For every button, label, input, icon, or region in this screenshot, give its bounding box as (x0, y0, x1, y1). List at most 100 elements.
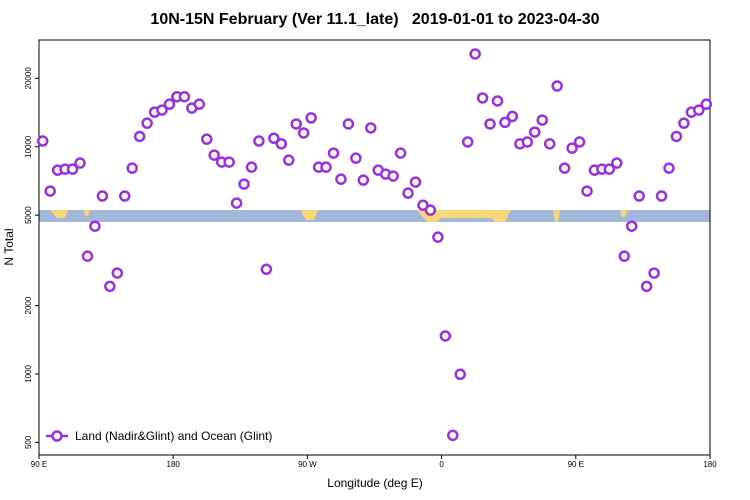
data-point (663, 162, 675, 174)
data-point (566, 142, 578, 154)
y-tick-label: 10000 (24, 135, 33, 158)
data-point (283, 154, 295, 166)
plot-frame (38, 39, 711, 456)
data-point (439, 330, 452, 342)
data-point (74, 157, 86, 169)
data-point (670, 130, 683, 143)
data-point (193, 98, 206, 110)
data-point (260, 263, 273, 276)
data-point (491, 95, 504, 107)
x-tick-label: 90 E (568, 460, 584, 469)
data-point (156, 104, 168, 116)
data-point (223, 156, 235, 168)
data-point (357, 174, 370, 186)
y-tick-label: 1000 (24, 365, 33, 383)
data-point (573, 136, 586, 148)
data-point (290, 118, 302, 130)
data-point (305, 112, 317, 124)
y-tick-label: 500 (24, 435, 33, 449)
y-tick-label: 20000 (24, 67, 33, 90)
data-point (506, 110, 519, 123)
data-point (350, 152, 362, 164)
data-point (320, 161, 332, 173)
land-ocean-strip (39, 210, 710, 222)
data-point (89, 220, 101, 232)
data-point (208, 149, 220, 161)
data-point (499, 116, 511, 129)
data-point (230, 197, 243, 209)
data-point (611, 157, 623, 169)
data-point (558, 162, 571, 174)
ocean-band (39, 210, 710, 222)
data-point (409, 176, 422, 188)
data-point (447, 429, 459, 442)
x-tick-label: 180 (167, 460, 181, 469)
data-point (603, 163, 616, 175)
data-point (551, 80, 563, 92)
legend: Land (Nadir&Glint) and Ocean (Glint) (46, 429, 272, 443)
y-tick-label: 5000 (24, 206, 33, 224)
data-point (543, 138, 556, 150)
data-point (133, 130, 146, 143)
data-point (521, 136, 534, 148)
x-axis-label: Longitude (deg E) (327, 476, 422, 490)
data-point (36, 135, 49, 147)
data-point (66, 163, 79, 175)
data-point (365, 122, 377, 134)
data-point (476, 92, 489, 104)
data-point (253, 135, 265, 147)
data-point (268, 132, 280, 145)
data-point (342, 118, 355, 130)
data-point (700, 98, 713, 110)
data-point (625, 220, 638, 232)
data-point (640, 280, 653, 293)
data-point (238, 178, 250, 190)
data-point (96, 190, 109, 202)
data-point (469, 48, 481, 60)
chart-title: 10N-15N February (Ver 11.1_late) 2019-01… (150, 11, 599, 28)
x-tick-label: 90 W (298, 460, 317, 469)
data-point (484, 118, 496, 130)
data-point (118, 190, 131, 202)
data-point (44, 185, 56, 197)
data-point (141, 117, 153, 129)
data-point (693, 104, 705, 116)
data-point (655, 190, 668, 202)
x-tick-label: 90 E (31, 460, 47, 469)
data-point (111, 267, 124, 279)
y-axis-label: N Total (2, 228, 16, 265)
legend-label: Land (Nadir&Glint) and Ocean (Glint) (75, 429, 272, 443)
data-point (275, 138, 288, 150)
data-point (394, 147, 407, 159)
data-point (245, 161, 258, 173)
data-point (327, 147, 340, 159)
data-point (163, 98, 176, 110)
data-point (529, 126, 541, 138)
data-point (417, 199, 429, 211)
data-point (633, 190, 645, 202)
data-point (618, 250, 631, 262)
data-point (387, 170, 399, 182)
data-point (424, 204, 437, 216)
data-point (461, 136, 474, 148)
data-point (297, 127, 310, 139)
data-point (648, 267, 660, 279)
data-point (104, 280, 116, 293)
data-point (126, 162, 138, 174)
legend-marker (51, 430, 63, 442)
data-point (402, 187, 414, 199)
data-point (201, 133, 213, 145)
data-point (454, 368, 466, 381)
data-point (581, 185, 593, 197)
data-point (81, 250, 94, 262)
data-point (178, 90, 191, 103)
y-tick-label: 2000 (24, 296, 33, 314)
data-point (335, 173, 347, 185)
land-band (50, 210, 628, 222)
data-point (678, 117, 690, 129)
data-point (536, 114, 548, 126)
data-point (432, 231, 444, 243)
x-tick-label: 180 (703, 460, 717, 469)
